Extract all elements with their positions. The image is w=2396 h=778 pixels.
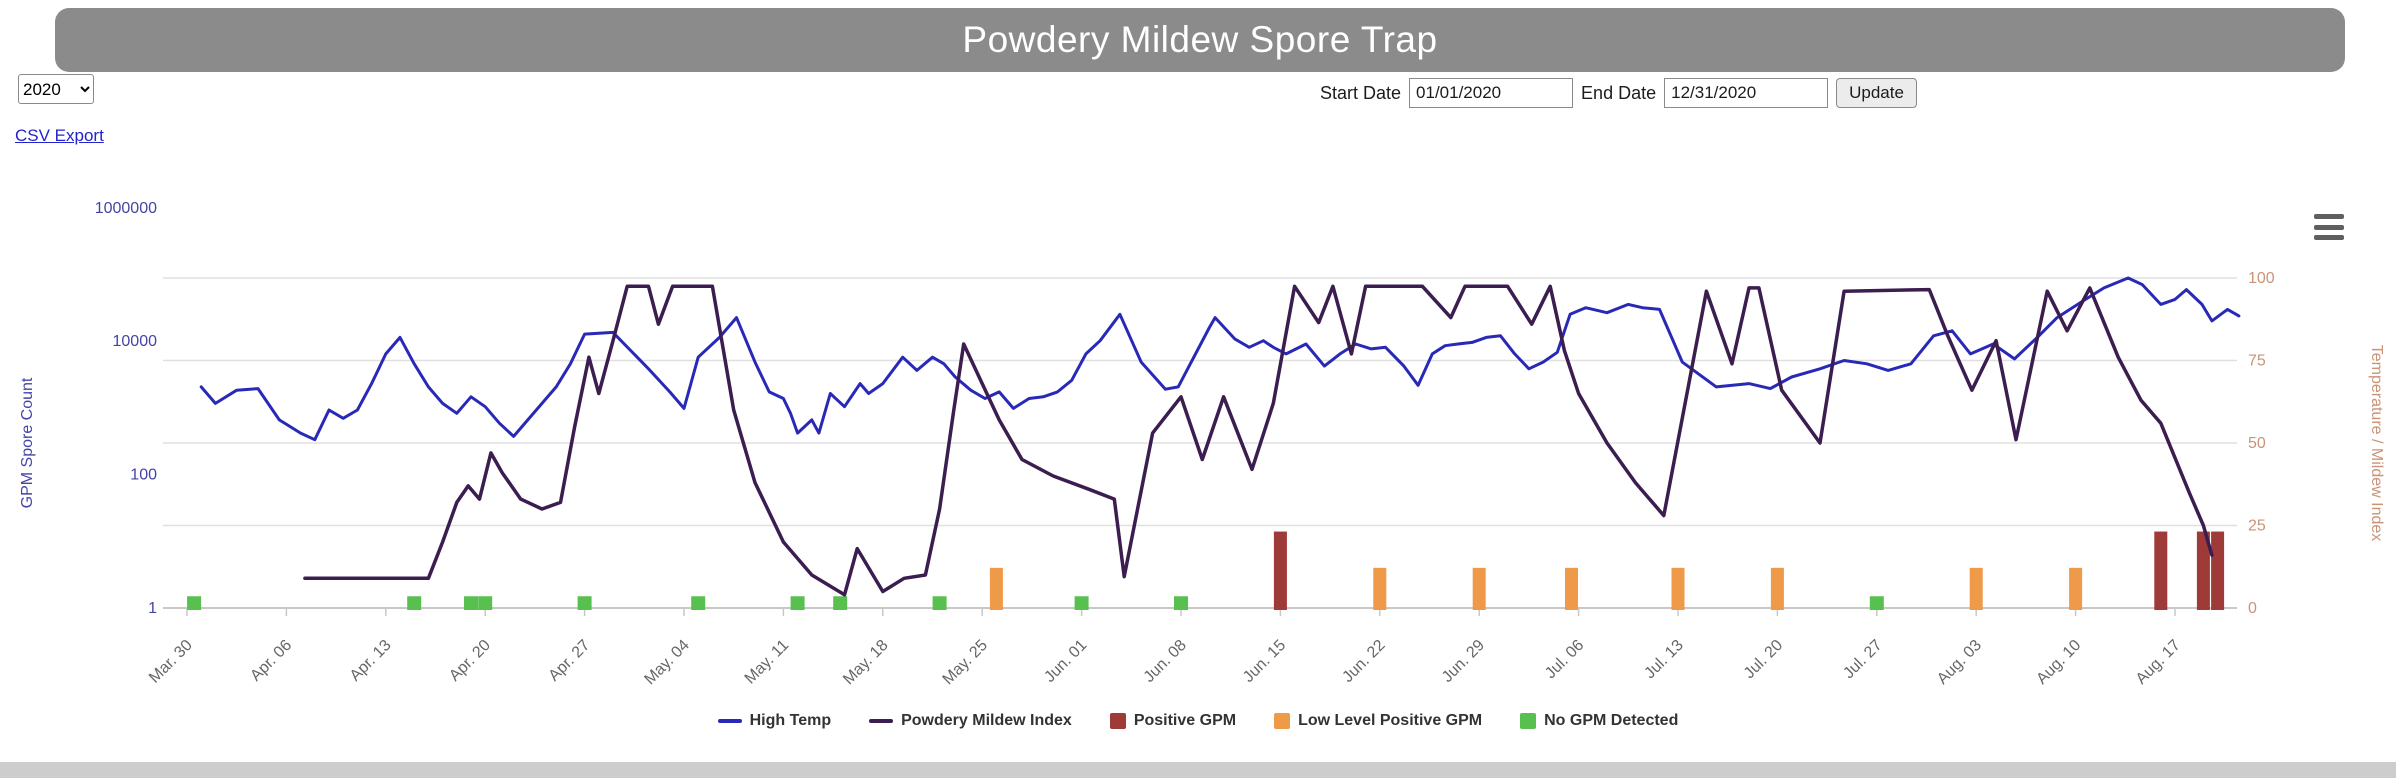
right-axis-tick-label: 25	[2248, 518, 2266, 535]
high-temp-line-swatch	[717, 719, 742, 723]
legend-item-high-temp[interactable]: High Temp	[717, 712, 832, 730]
x-tick-label: Aug. 03	[1934, 637, 1985, 688]
right-axis-tick-label: 0	[2248, 600, 2257, 617]
legend-item-mildew-index[interactable]: Powdery Mildew Index	[869, 712, 1072, 730]
x-tick-label: Jun. 08	[1141, 637, 1190, 686]
bar-no-gpm-detected-Jun-8[interactable]	[1174, 596, 1188, 610]
date-range-controls: Start Date End Date Update	[1320, 78, 1917, 108]
x-tick-label: Apr. 06	[247, 637, 295, 685]
bar-positive-gpm-Aug-20[interactable]	[2211, 531, 2225, 610]
right-axis-title: Temperature / Mildew Index	[2368, 345, 2385, 542]
x-tick-label: Jul. 27	[1840, 637, 1885, 682]
x-tick-label: Jul. 13	[1641, 637, 1686, 682]
x-tick-label: May. 18	[840, 637, 891, 688]
bar-no-gpm-detected-Apr-27[interactable]	[577, 596, 592, 610]
year-select[interactable]: 2020	[18, 74, 94, 104]
right-axis-tick-label: 75	[2248, 353, 2266, 370]
x-tick-label: May. 04	[641, 637, 692, 688]
left-axis-tick-label: 1000000	[95, 200, 157, 217]
bar-positive-gpm-Aug-19[interactable]	[2196, 531, 2210, 610]
left-axis-tick-label: 10000	[113, 333, 158, 350]
x-tick-label: Apr. 20	[446, 637, 494, 685]
start-date-input[interactable]	[1409, 78, 1574, 108]
bar-no-gpm-detected-Mar-30[interactable]	[187, 596, 202, 610]
chart-legend: High Temp Powdery Mildew Index Positive …	[0, 712, 2396, 730]
bar-low-level-positive-gpm-Jul-6[interactable]	[1565, 567, 1578, 610]
hamburger-bar	[2314, 235, 2344, 240]
x-tick-label: Aug. 17	[2133, 637, 2184, 688]
csv-export-link[interactable]: CSV Export	[15, 126, 104, 145]
bar-no-gpm-detected-May-22[interactable]	[932, 596, 947, 610]
bar-no-gpm-detected-May-12[interactable]	[790, 596, 805, 610]
mildew-index-line-swatch	[869, 719, 894, 723]
bar-low-level-positive-gpm-Jul-20[interactable]	[1770, 567, 1784, 610]
high-temp-line[interactable]	[199, 276, 2241, 442]
bar-low-level-positive-gpm-Aug-3[interactable]	[1969, 567, 1983, 610]
bar-low-level-positive-gpm-Jun-29[interactable]	[1472, 567, 1486, 610]
bottom-page-strip	[0, 762, 2396, 778]
bar-no-gpm-detected-May-15[interactable]	[833, 596, 848, 610]
legend-item-low-level-gpm[interactable]: Low Level Positive GPM	[1274, 712, 1482, 730]
x-tick-label: Mar. 30	[146, 637, 196, 687]
hamburger-bar	[2314, 224, 2344, 230]
legend-label: High Temp	[749, 712, 832, 729]
no-gpm-swatch	[1520, 713, 1537, 729]
end-date-label: End Date	[1581, 82, 1657, 103]
x-tick-label: Apr. 27	[546, 637, 594, 685]
x-tick-label: Jun. 15	[1240, 637, 1289, 686]
bar-no-gpm-detected-Apr-15[interactable]	[407, 596, 422, 610]
legend-label: Low Level Positive GPM	[1298, 712, 1483, 729]
low-level-gpm-swatch	[1274, 713, 1291, 729]
legend-label: Positive GPM	[1133, 712, 1237, 729]
bar-low-level-positive-gpm-May-26[interactable]	[989, 567, 1003, 610]
x-tick-label: Apr. 13	[347, 637, 395, 685]
page-title: Powdery Mildew Spore Trap	[962, 19, 1438, 60]
x-tick-label: Aug. 10	[2033, 637, 2084, 688]
bar-no-gpm-detected-Apr-20[interactable]	[478, 596, 493, 610]
bar-low-level-positive-gpm-Aug-10[interactable]	[2069, 567, 2083, 610]
left-axis-title: GPM Spore Count	[19, 377, 36, 508]
chart-menu-hamburger-icon[interactable]	[2314, 214, 2344, 240]
bar-no-gpm-detected-Jun-1[interactable]	[1074, 596, 1089, 610]
x-tick-label: Jun. 29	[1439, 637, 1488, 686]
bar-low-level-positive-gpm-Jun-22[interactable]	[1373, 567, 1387, 610]
left-axis-tick-label: 100	[130, 467, 157, 484]
x-tick-label: Jul. 20	[1741, 637, 1786, 682]
bar-low-level-positive-gpm-Jul-13[interactable]	[1671, 567, 1685, 610]
update-button[interactable]: Update	[1836, 78, 1917, 108]
x-tick-label: Jun. 01	[1041, 637, 1090, 686]
legend-label: Powdery Mildew Index	[901, 712, 1072, 729]
right-axis-tick-label: 100	[2248, 270, 2275, 287]
start-date-label: Start Date	[1320, 82, 1402, 103]
legend-item-no-gpm[interactable]: No GPM Detected	[1520, 712, 1678, 730]
left-axis-tick-label: 1	[148, 600, 157, 617]
bar-no-gpm-detected-May-5[interactable]	[691, 596, 706, 610]
hamburger-bar	[2314, 214, 2344, 219]
right-axis-tick-label: 50	[2248, 435, 2266, 452]
page-title-bar: Powdery Mildew Spore Trap	[55, 8, 2345, 72]
bar-no-gpm-detected-Apr-19[interactable]	[464, 596, 478, 610]
end-date-input[interactable]	[1664, 78, 1829, 108]
x-tick-label: Jun. 22	[1339, 637, 1388, 686]
x-tick-label: May. 11	[742, 637, 793, 688]
bar-positive-gpm-Jun-15[interactable]	[1273, 531, 1287, 610]
bar-no-gpm-detected-Jul-27[interactable]	[1869, 596, 1884, 610]
bar-positive-gpm-Aug-16[interactable]	[2154, 531, 2168, 610]
positive-gpm-swatch	[1109, 713, 1126, 729]
x-tick-label: May. 25	[940, 637, 991, 688]
x-tick-label: Jul. 06	[1542, 637, 1587, 682]
powdery-mildew-index-line[interactable]	[303, 284, 2214, 597]
legend-label: No GPM Detected	[1544, 712, 1679, 729]
legend-item-positive-gpm[interactable]: Positive GPM	[1109, 712, 1237, 730]
